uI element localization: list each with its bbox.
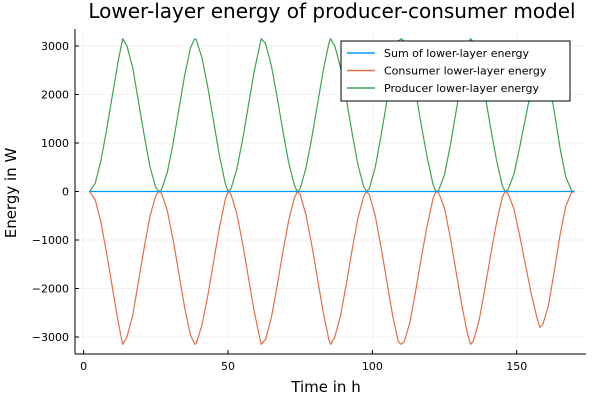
consumer-series-line	[88, 190, 575, 345]
x-tick-label: 0	[80, 360, 87, 373]
y-tick-label: 1000	[41, 137, 69, 150]
legend-box	[340, 40, 571, 102]
legend-item-sum: Sum of lower-layer energy	[384, 47, 530, 60]
y-tick-label: −1000	[32, 234, 69, 247]
y-tick-label: −2000	[32, 283, 69, 296]
legend-item-consumer: Consumer lower-layer energy	[384, 65, 547, 78]
y-tick-label: −3000	[32, 331, 69, 344]
producer-series-line	[88, 38, 575, 193]
chart-title: Lower-layer energy of producer-consumer …	[88, 0, 575, 23]
x-tick-label: 100	[362, 360, 383, 373]
tick-labels: 0 50 100 150 −3000 −2000 −1000 0 1000 2000 3000	[32, 40, 527, 373]
series-lines	[88, 38, 575, 345]
x-axis-title: Time in h	[290, 378, 360, 396]
axes	[74, 29, 586, 355]
y-axis-title: Energy in W	[2, 148, 20, 239]
x-tick-label: 50	[221, 360, 235, 373]
y-tick-label: 3000	[41, 40, 69, 53]
legend-item-producer: Producer lower-layer energy	[384, 82, 539, 95]
y-tick-label: 2000	[41, 88, 69, 101]
y-tick-label: 0	[62, 186, 69, 199]
x-tick-label: 150	[506, 360, 527, 373]
legend: Sum of lower-layer energy Consumer lower-…	[340, 40, 571, 102]
